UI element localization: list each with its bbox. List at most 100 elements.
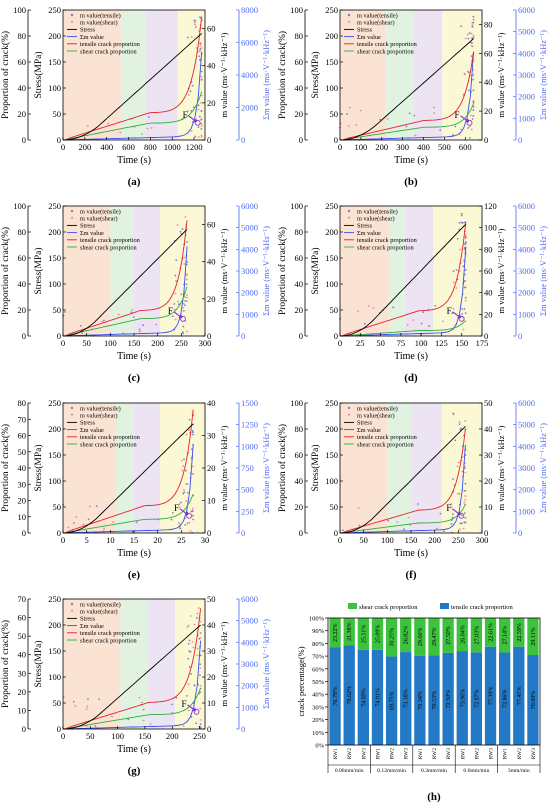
stress-tick-label: 200 xyxy=(48,424,61,434)
x-tick-label: 200 xyxy=(151,338,164,348)
x-tick-label: 300 xyxy=(199,338,212,348)
legend-swatch: * xyxy=(348,21,351,27)
bar-label-tensile: 69.75% xyxy=(390,691,396,710)
m-shear-point: * xyxy=(149,723,152,728)
m-tensile-point xyxy=(180,293,183,296)
m-tensile-point xyxy=(467,127,470,129)
sum-tick-label: 1000 xyxy=(518,113,535,123)
m-tick-label: 0 xyxy=(207,724,211,734)
m-tensile-point xyxy=(194,19,197,22)
category-label: RW3 xyxy=(446,748,452,760)
m-shear-point: * xyxy=(130,119,133,124)
proportion-tick-label: 40 xyxy=(18,650,27,660)
stress-tick-label: 250 xyxy=(325,201,338,211)
m-tensile-point xyxy=(471,37,473,40)
m-tensile-point xyxy=(178,303,180,305)
legend-label: m value(shear) xyxy=(80,216,118,223)
legend-swatch: * xyxy=(348,414,351,420)
m-tensile-point xyxy=(142,324,144,327)
legend-label: Stress xyxy=(80,27,96,34)
stage-zone-3 xyxy=(147,599,175,729)
m-shear-point: * xyxy=(396,521,399,526)
sum-tick-label: 6000 xyxy=(241,201,258,211)
proportion-tick-label: 0 xyxy=(22,331,26,341)
bar-tensile xyxy=(442,652,454,745)
x-tick-label: 1000 xyxy=(164,142,181,152)
m-shear-point: * xyxy=(458,494,461,499)
m-tensile-point xyxy=(98,698,101,701)
m-shear-point: * xyxy=(197,51,200,56)
m-shear-point: * xyxy=(458,421,461,426)
panel-label: (d) xyxy=(404,372,418,384)
legend-swatch: * xyxy=(71,414,74,420)
m-tensile-point xyxy=(188,650,191,653)
m-tensile-point xyxy=(148,116,150,118)
stress-tick-label: 150 xyxy=(48,450,61,460)
m-tensile-point xyxy=(181,228,184,231)
sum-tick-label: 1000 xyxy=(518,506,535,516)
stress-tick-label: 200 xyxy=(48,31,61,41)
m-tensile-point xyxy=(450,523,453,525)
m-tensile-point xyxy=(190,448,193,451)
m-tick-label: 80 xyxy=(484,19,493,29)
m-tick-label: 60 xyxy=(484,266,493,276)
m-tensile-point xyxy=(460,214,463,217)
legend-swatch xyxy=(70,209,74,213)
sum-axis-title: Σm value (ms·V⁻¹·kHz⁻¹) xyxy=(538,226,548,316)
stress-axis-title: Stress(MPa) xyxy=(310,248,321,295)
legend-label: m value(tensile) xyxy=(357,208,398,215)
m-tick-label: 120 xyxy=(484,201,497,211)
bar-label-shear: 26.82% xyxy=(404,626,410,645)
legend-swatch xyxy=(70,602,74,606)
m-tick-label: 0 xyxy=(207,331,211,341)
legend-label: shear crack proportion xyxy=(357,48,414,55)
m-shear-point: * xyxy=(472,37,475,42)
group-label: 3mm/min xyxy=(508,768,530,774)
sum-tick-label: 2000 xyxy=(241,103,258,113)
m-shear-point: * xyxy=(414,135,417,140)
m-shear-point: * xyxy=(119,132,122,137)
stress-tick-label: 0 xyxy=(334,135,338,145)
m-shear-point: * xyxy=(464,74,467,79)
m-shear-point: * xyxy=(142,720,145,725)
m-shear-point: * xyxy=(199,719,202,724)
m-axis-title: m value (ms·V⁻¹·kHz⁻¹) xyxy=(496,228,506,313)
proportion-tick-label: 20 xyxy=(295,502,304,512)
bar-label-tensile: 77.39% xyxy=(489,687,495,706)
stage-zone-1 xyxy=(63,403,116,533)
stress-tick-label: 150 xyxy=(48,253,61,263)
m-tensile-point xyxy=(467,71,470,74)
m-shear-point: * xyxy=(462,317,465,322)
category-label: RW1 xyxy=(375,748,381,760)
m-shear-point: * xyxy=(188,95,191,100)
m-tick-label: 30 xyxy=(207,431,216,441)
sum-tick-label: 4000 xyxy=(518,441,535,451)
m-tensile-point xyxy=(472,100,475,102)
m-tensile-point xyxy=(182,309,185,312)
m-shear-point: * xyxy=(178,526,181,531)
m-tensile-point xyxy=(132,316,135,319)
m-shear-point: * xyxy=(464,521,467,526)
m-tensile-point xyxy=(200,70,203,73)
x-tick-label: 100 xyxy=(415,338,428,348)
category-label: RW2 xyxy=(432,748,438,760)
bar-shear xyxy=(527,618,539,655)
m-tensile-point xyxy=(184,524,187,526)
m-tensile-point xyxy=(472,109,475,111)
x-tick-label: 250 xyxy=(193,731,206,741)
x-tick-label: 50 xyxy=(359,535,368,545)
sum-tick-label: 2000 xyxy=(518,92,535,102)
m-shear-point: * xyxy=(199,119,202,124)
m-shear-point: * xyxy=(200,47,203,52)
stress-tick-label: 250 xyxy=(48,5,61,15)
sum-tick-label: 1000 xyxy=(241,441,258,451)
m-shear-point: * xyxy=(407,517,410,522)
bar-tensile xyxy=(513,646,525,745)
m-tensile-point xyxy=(452,134,454,136)
sum-tick-label: 4000 xyxy=(518,48,535,58)
proportion-tick-label: 80 xyxy=(295,424,304,434)
legend: m value(tensile) * m value(shear)StressΣm … xyxy=(344,405,418,448)
m-tensile-point xyxy=(463,512,466,515)
stress-axis-title: Stress(MPa) xyxy=(310,52,321,99)
proportion-tick-label: 70 xyxy=(18,414,27,424)
